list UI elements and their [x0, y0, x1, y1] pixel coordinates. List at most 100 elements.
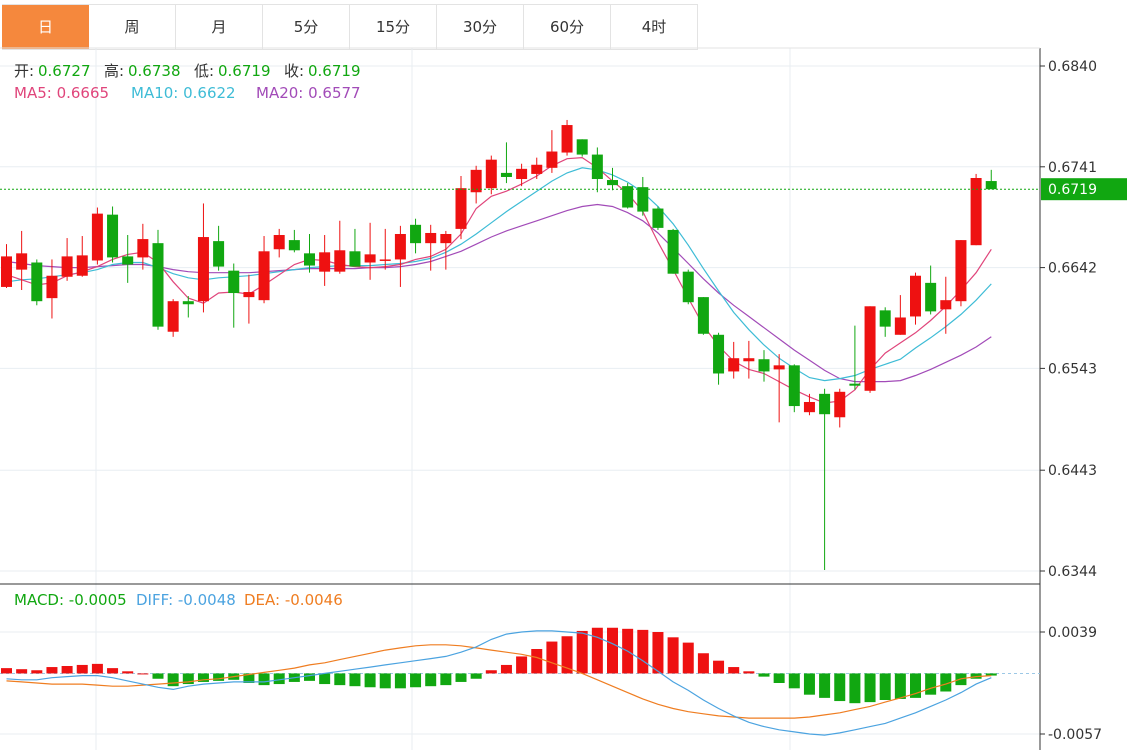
macd-bar	[182, 673, 194, 685]
tab-4hour[interactable]: 4时	[611, 5, 698, 49]
candle[interactable]	[1, 244, 12, 288]
candle[interactable]	[107, 206, 119, 263]
macd-bar	[1, 668, 12, 674]
candle[interactable]	[31, 259, 43, 306]
candle[interactable]	[985, 169, 997, 190]
candle[interactable]	[849, 325, 861, 390]
candle[interactable]	[182, 296, 194, 318]
candle[interactable]	[728, 341, 740, 379]
candle[interactable]	[576, 139, 588, 157]
candle[interactable]	[455, 175, 467, 240]
candle[interactable]	[288, 229, 300, 253]
candle[interactable]	[440, 230, 452, 270]
candle-body	[364, 254, 376, 263]
candle[interactable]	[167, 299, 179, 337]
candle[interactable]	[622, 183, 634, 209]
candle[interactable]	[273, 228, 285, 258]
tab-day[interactable]: 日	[2, 5, 89, 49]
candle[interactable]	[925, 265, 937, 315]
candle[interactable]	[591, 147, 603, 193]
candle-body	[849, 383, 861, 386]
ma5-legend: MA5: 0.6665	[14, 84, 109, 102]
candle[interactable]	[788, 364, 800, 413]
candle[interactable]	[819, 388, 831, 570]
candle[interactable]	[334, 220, 346, 274]
candle[interactable]	[531, 157, 543, 180]
candle-body	[1, 256, 12, 287]
candle[interactable]	[970, 173, 982, 246]
ma10-line	[6, 167, 992, 382]
candle[interactable]	[91, 207, 103, 265]
ma10-legend: MA10: 0.6622	[131, 84, 236, 102]
candle[interactable]	[349, 228, 361, 267]
current-price-tag	[1041, 178, 1127, 201]
candle[interactable]	[546, 130, 558, 173]
candle[interactable]	[379, 228, 391, 270]
tab-5min[interactable]: 5分	[263, 5, 350, 49]
candle-body	[637, 187, 649, 212]
candle[interactable]	[152, 229, 164, 330]
candle[interactable]	[940, 276, 952, 334]
candle[interactable]	[304, 233, 315, 273]
macd-bar	[304, 673, 315, 681]
candle[interactable]	[485, 155, 497, 195]
candle[interactable]	[410, 218, 422, 254]
candle-body	[803, 401, 815, 413]
candle[interactable]	[76, 236, 88, 277]
candle[interactable]	[910, 272, 921, 325]
candle[interactable]	[364, 222, 376, 280]
candle[interactable]	[46, 259, 58, 319]
tab-15min[interactable]: 15分	[350, 5, 437, 49]
candle[interactable]	[61, 238, 73, 281]
candle[interactable]	[500, 142, 512, 184]
candle-body	[425, 232, 437, 244]
candle[interactable]	[470, 165, 482, 204]
candle[interactable]	[803, 393, 815, 416]
candle[interactable]	[16, 230, 28, 290]
candle[interactable]	[667, 228, 679, 274]
candle[interactable]	[864, 306, 876, 393]
macd-axis: 0.0039 -0.0057	[1040, 625, 1102, 743]
candle[interactable]	[637, 176, 649, 216]
candle[interactable]	[879, 307, 891, 337]
candle[interactable]	[682, 269, 694, 305]
candle[interactable]	[228, 263, 240, 328]
candle[interactable]	[425, 224, 437, 271]
candle[interactable]	[243, 274, 255, 324]
candle[interactable]	[955, 240, 967, 307]
close-label: 收:	[284, 62, 304, 80]
macd-bar	[137, 673, 149, 675]
candle[interactable]	[773, 354, 785, 423]
candle[interactable]	[516, 163, 528, 187]
candle[interactable]	[394, 225, 406, 287]
candle[interactable]	[743, 340, 755, 379]
candle[interactable]	[137, 223, 149, 270]
candle[interactable]	[213, 225, 225, 271]
open-label: 开:	[14, 62, 34, 80]
tab-60min[interactable]: 60分	[524, 5, 611, 49]
tab-week[interactable]: 周	[89, 5, 176, 49]
candle[interactable]	[713, 332, 725, 385]
candle[interactable]	[758, 350, 770, 382]
candle-body	[576, 139, 588, 155]
macd-bar	[637, 629, 649, 674]
candle[interactable]	[607, 167, 618, 191]
candle[interactable]	[652, 206, 664, 230]
tab-month[interactable]: 月	[176, 5, 263, 49]
candle[interactable]	[697, 297, 709, 335]
candle[interactable]	[197, 203, 209, 313]
candle[interactable]	[258, 236, 270, 304]
candle[interactable]	[561, 119, 573, 156]
macd-bar	[728, 667, 740, 674]
macd-bar	[31, 670, 43, 674]
tab-30min[interactable]: 30分	[437, 5, 524, 49]
candle[interactable]	[894, 295, 906, 335]
candle[interactable]	[122, 235, 134, 283]
candle-body	[546, 151, 558, 168]
price-tick-label: 0.6840	[1048, 59, 1097, 75]
candle[interactable]	[319, 235, 331, 286]
macd-bar	[940, 673, 952, 692]
candle-body	[46, 275, 58, 299]
candle[interactable]	[834, 388, 846, 428]
